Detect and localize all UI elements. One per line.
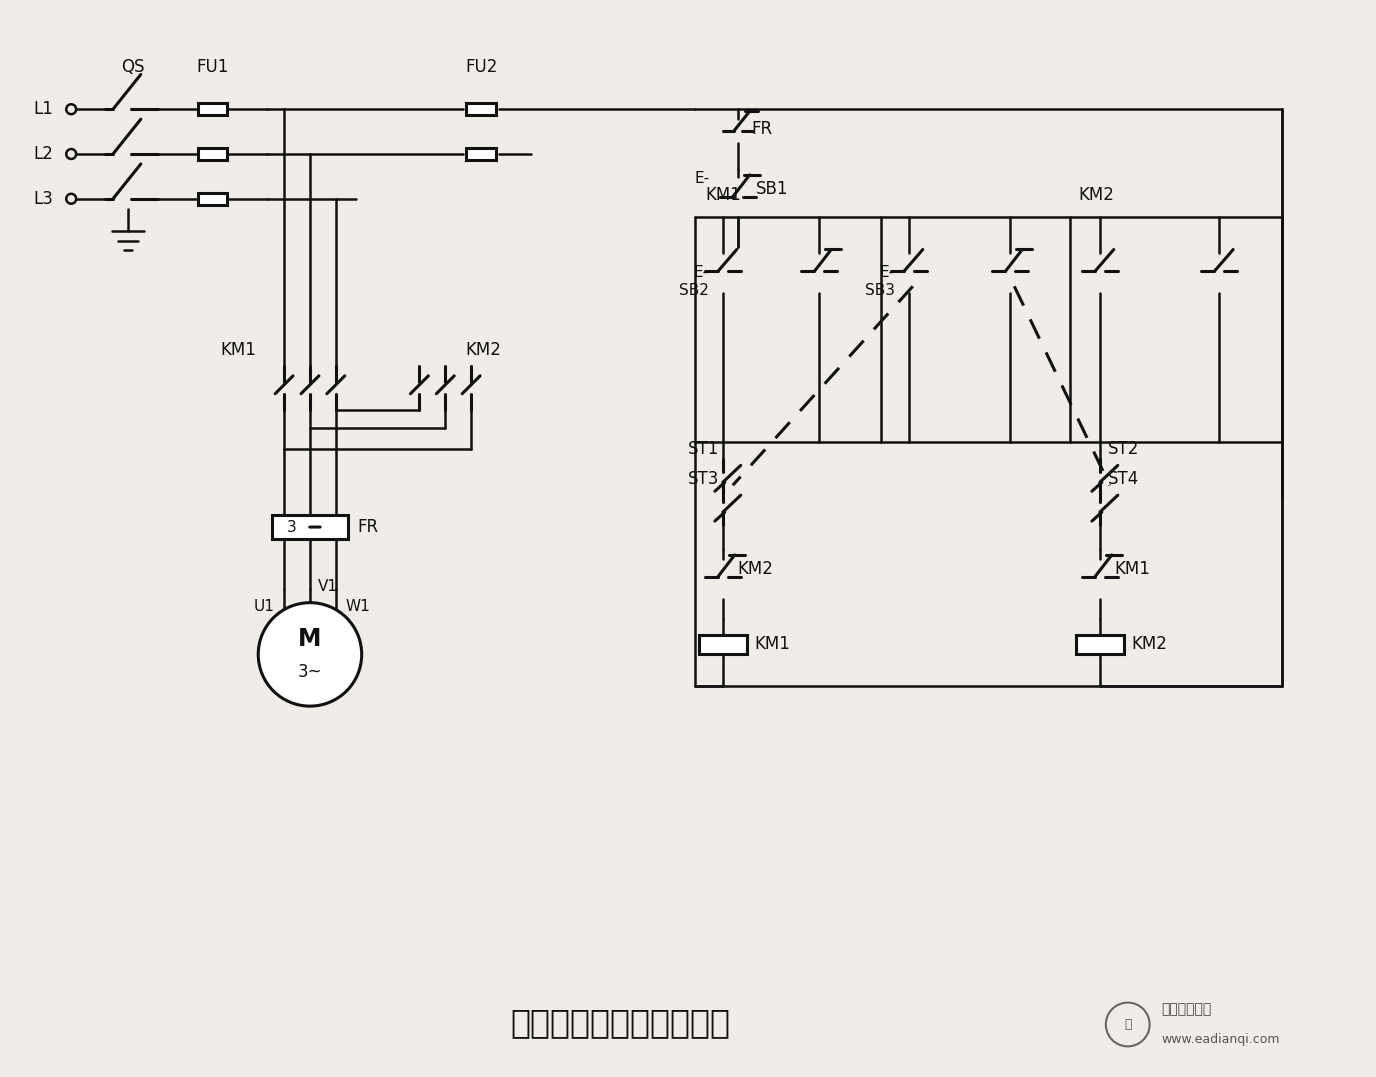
- Text: KM2: KM2: [465, 341, 501, 359]
- Text: U1: U1: [253, 599, 274, 614]
- Text: ST4: ST4: [1108, 471, 1139, 488]
- Text: 电动机自动往返控制电路: 电动机自动往返控制电路: [510, 1006, 731, 1039]
- Text: L3: L3: [33, 190, 54, 208]
- Circle shape: [259, 603, 362, 707]
- Text: SB1: SB1: [755, 180, 788, 198]
- Text: 3~: 3~: [297, 663, 322, 682]
- Bar: [466, 148, 495, 160]
- Text: V1: V1: [318, 579, 338, 595]
- Text: E-
SB2: E- SB2: [678, 265, 709, 297]
- Bar: [198, 103, 227, 115]
- Text: KM2: KM2: [1077, 185, 1113, 204]
- Text: 电工电气学习: 电工电气学习: [1161, 1003, 1212, 1017]
- Text: FU1: FU1: [197, 58, 228, 76]
- Text: KM2: KM2: [1131, 635, 1168, 654]
- Text: KM2: KM2: [738, 560, 773, 578]
- Bar: [198, 148, 227, 160]
- Bar: [198, 193, 227, 205]
- Text: M: M: [299, 628, 322, 652]
- Text: www.eadianqi.com: www.eadianqi.com: [1161, 1033, 1280, 1046]
- Text: L1: L1: [33, 100, 54, 118]
- Text: KM1: KM1: [220, 341, 256, 359]
- Text: FU2: FU2: [465, 58, 497, 76]
- Text: 电: 电: [1124, 1018, 1131, 1031]
- Text: E-: E-: [695, 171, 710, 186]
- Text: KM1: KM1: [1115, 560, 1150, 578]
- Text: KM1: KM1: [705, 185, 740, 204]
- Bar: [1076, 634, 1124, 655]
- Bar: [699, 634, 747, 655]
- Text: E-
SB3: E- SB3: [866, 265, 894, 297]
- Text: 3: 3: [288, 519, 297, 534]
- Text: ST2: ST2: [1108, 440, 1139, 459]
- Text: ST1: ST1: [688, 440, 718, 459]
- Text: FR: FR: [751, 121, 773, 138]
- Text: QS: QS: [121, 58, 144, 76]
- Text: ST3: ST3: [688, 471, 718, 488]
- Bar: [466, 103, 495, 115]
- Text: KM1: KM1: [754, 635, 791, 654]
- Text: FR: FR: [358, 518, 378, 536]
- Bar: [272, 515, 348, 538]
- Text: L2: L2: [33, 145, 54, 163]
- Text: W1: W1: [345, 599, 370, 614]
